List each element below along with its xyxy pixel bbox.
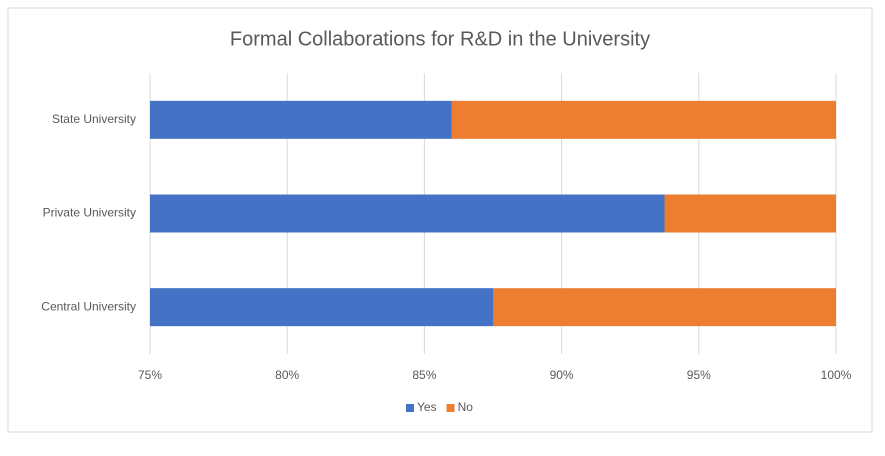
labels: 75% 80% 85% 90% 95% 100% State University Priva… bbox=[41, 112, 851, 414]
bars bbox=[150, 100, 836, 327]
y-tick-label: Private University bbox=[43, 206, 136, 220]
x-tick-label: 100% bbox=[821, 368, 852, 382]
legend-label: No bbox=[458, 400, 474, 414]
y-tick-label: Central University bbox=[41, 299, 136, 313]
bar-segment bbox=[150, 100, 452, 139]
x-tick-label: 95% bbox=[687, 368, 711, 382]
y-tick-label: State University bbox=[52, 112, 136, 126]
bar-segment bbox=[150, 194, 665, 233]
chart-title: Formal Collaborations for R&D in the Uni… bbox=[230, 28, 650, 50]
bar-segment bbox=[150, 288, 493, 327]
legend-label: Yes bbox=[417, 400, 437, 414]
x-tick-label: 85% bbox=[412, 368, 436, 382]
x-tick-label: 90% bbox=[550, 368, 574, 382]
x-tick-label: 80% bbox=[275, 368, 299, 382]
bar-segment bbox=[664, 194, 836, 233]
legend-swatch bbox=[446, 404, 455, 412]
legend-swatch bbox=[406, 404, 414, 412]
x-tick-label: 75% bbox=[138, 368, 162, 382]
bar-segment bbox=[493, 288, 836, 327]
bar-segment bbox=[451, 100, 836, 139]
